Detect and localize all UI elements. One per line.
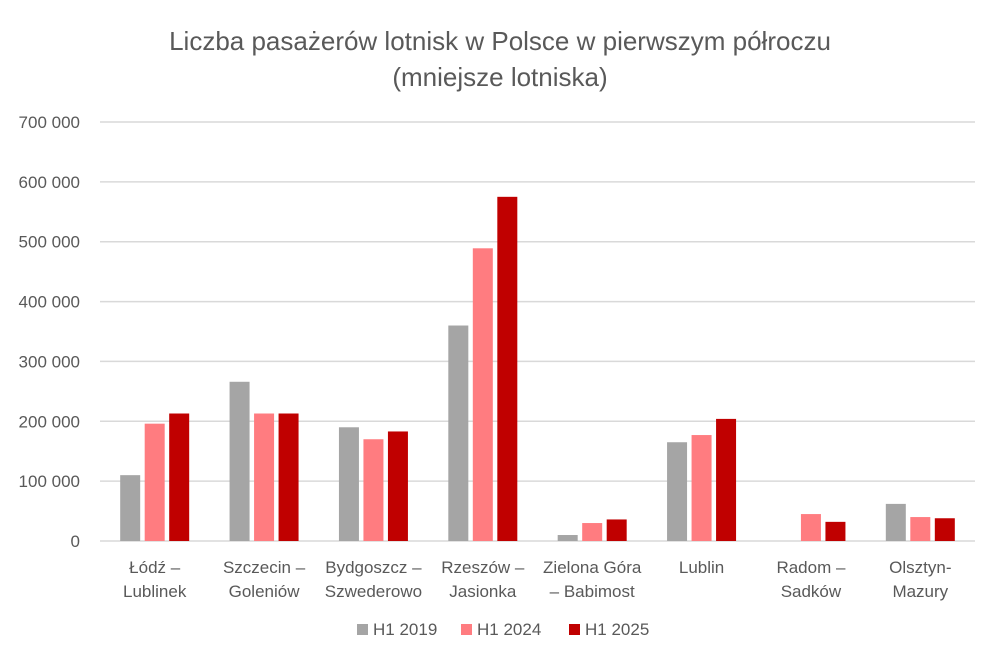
x-category-label: – Babimost (550, 582, 635, 601)
y-tick-label: 500 000 (19, 233, 80, 252)
bar-h1-2025 (169, 413, 190, 541)
bar-h1-2024 (363, 439, 384, 541)
y-tick-label: 0 (71, 532, 80, 551)
bar-h1-2025 (387, 431, 408, 541)
bar-h1-2024 (472, 248, 493, 541)
bar-h1-2019 (120, 475, 141, 541)
x-category-label: Bydgoszcz – (325, 558, 422, 577)
bar-h1-2025 (716, 418, 737, 541)
x-category-label: Radom – (776, 558, 846, 577)
x-category-label: Sadków (781, 582, 842, 601)
bar-h1-2019 (667, 442, 688, 541)
y-tick-label: 100 000 (19, 472, 80, 491)
x-category-label: Szczecin – (223, 558, 306, 577)
x-category-label: Zielona Góra (543, 558, 642, 577)
x-category-label: Olsztyn- (889, 558, 951, 577)
bar-h1-2024 (144, 423, 165, 541)
bar-h1-2024 (691, 435, 712, 541)
y-tick-label: 400 000 (19, 293, 80, 312)
bar-h1-2025 (278, 413, 299, 541)
x-category-label: Lublinek (123, 582, 187, 601)
x-category-label: Jasionka (449, 582, 517, 601)
x-category-label: Łódź – (129, 558, 181, 577)
x-category-label: Goleniów (229, 582, 301, 601)
bar-h1-2019 (885, 503, 906, 541)
bar-h1-2019 (229, 381, 250, 541)
bar-h1-2019 (338, 427, 359, 541)
legend-label: H1 2019 (373, 620, 437, 639)
chart-subtitle: (mniejsze lotniska) (392, 62, 607, 92)
bar-h1-2025 (497, 196, 518, 542)
chart-title: Liczba pasażerów lotnisk w Polsce w pier… (169, 26, 831, 56)
bar-h1-2024 (800, 514, 821, 541)
x-category-label: Rzeszów – (441, 558, 525, 577)
bar-h1-2019 (448, 325, 469, 541)
legend-swatch-h1-2025 (569, 624, 580, 635)
bar-h1-2019 (557, 535, 578, 541)
bar-h1-2025 (606, 519, 627, 541)
bar-h1-2024 (254, 413, 275, 541)
legend-label: H1 2025 (585, 620, 649, 639)
bar-h1-2024 (582, 523, 603, 541)
bar-h1-2025 (934, 518, 955, 541)
x-category-label: Lublin (679, 558, 724, 577)
x-category-label: Szwederowo (325, 582, 422, 601)
bar-h1-2025 (825, 521, 846, 541)
legend-swatch-h1-2019 (357, 624, 368, 635)
y-tick-label: 300 000 (19, 352, 80, 371)
y-tick-label: 600 000 (19, 173, 80, 192)
legend-swatch-h1-2024 (461, 624, 472, 635)
bar-h1-2024 (910, 517, 931, 541)
y-tick-label: 700 000 (19, 113, 80, 132)
x-category-label: Mazury (892, 582, 948, 601)
y-tick-label: 200 000 (19, 412, 80, 431)
legend-label: H1 2024 (477, 620, 541, 639)
